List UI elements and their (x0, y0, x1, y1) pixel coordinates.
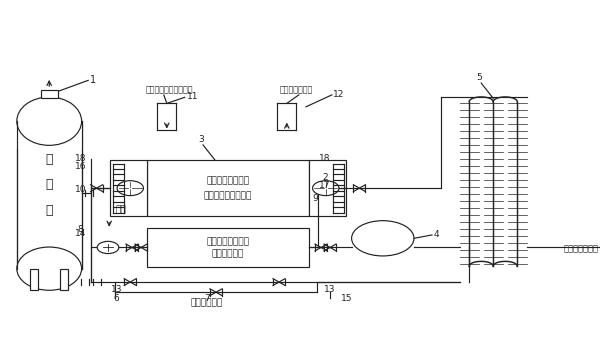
Text: 8: 8 (77, 225, 83, 234)
Bar (309, 160, 346, 216)
Ellipse shape (17, 247, 82, 290)
Text: 2: 2 (322, 174, 328, 182)
Circle shape (97, 241, 119, 254)
Text: （冷水转换为冷风）: （冷水转换为冷风） (204, 191, 252, 200)
Text: 室内的空气（热空气）: 室内的空气（热空气） (146, 85, 194, 94)
Text: 罐: 罐 (46, 204, 53, 217)
Bar (17, 121, 82, 268)
Text: 第二冷能回收系统: 第二冷能回收系统 (206, 176, 250, 185)
Text: 第一冷能回收系统: 第一冷能回收系统 (206, 237, 250, 246)
Text: 6: 6 (113, 295, 119, 303)
Text: 到达车间用气口: 到达车间用气口 (564, 245, 599, 254)
Text: （冷气回收）: （冷气回收） (212, 249, 244, 258)
Text: 15: 15 (341, 295, 353, 303)
Text: 盐水: 盐水 (115, 205, 126, 215)
Text: 液: 液 (46, 153, 53, 166)
Text: 5: 5 (476, 73, 482, 82)
Bar (147, 160, 309, 216)
Text: 12: 12 (333, 90, 344, 99)
Text: 交换后的冷空气: 交换后的冷空气 (279, 85, 313, 94)
Bar (60, 268, 68, 290)
Text: 3: 3 (199, 135, 204, 143)
Text: 18: 18 (74, 154, 86, 163)
Text: 13: 13 (324, 285, 336, 294)
Bar (147, 228, 309, 267)
Text: 16: 16 (74, 162, 86, 172)
Circle shape (352, 221, 414, 256)
Text: 18: 18 (319, 154, 331, 163)
Text: 10: 10 (74, 185, 86, 194)
Text: 9: 9 (312, 194, 318, 203)
Ellipse shape (17, 97, 82, 145)
Circle shape (313, 181, 339, 196)
Circle shape (117, 181, 143, 196)
Text: 13: 13 (110, 285, 122, 294)
Bar (16, 264, 82, 289)
Bar (16, 116, 82, 149)
Text: 17: 17 (319, 181, 331, 190)
Text: 氮: 氮 (46, 178, 53, 191)
Text: 1: 1 (90, 75, 96, 85)
Text: 7: 7 (204, 295, 210, 303)
Bar (41, 90, 58, 98)
Text: 控制流量旁路: 控制流量旁路 (191, 299, 223, 307)
Text: 14: 14 (75, 230, 86, 238)
Bar (30, 268, 38, 290)
Text: 4: 4 (434, 230, 439, 239)
Text: 11: 11 (187, 92, 198, 101)
Bar (110, 160, 147, 216)
